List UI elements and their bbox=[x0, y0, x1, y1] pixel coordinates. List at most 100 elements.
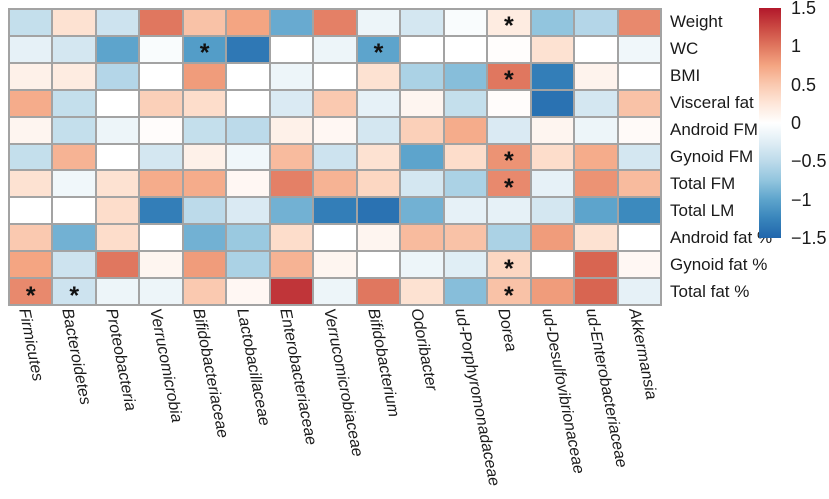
heatmap-cell bbox=[140, 279, 182, 304]
heatmap-cell bbox=[401, 171, 443, 197]
column-label: ud-Desulfovibrionaceae bbox=[538, 307, 588, 476]
row-label: Gynoid fat % bbox=[670, 255, 768, 275]
heatmap-cell: * bbox=[488, 171, 530, 200]
heatmap-cell bbox=[227, 10, 269, 35]
heatmap-cell: * bbox=[488, 144, 530, 173]
significance-asterisk: * bbox=[503, 173, 514, 202]
heatmap-cell: * bbox=[10, 279, 52, 308]
heatmap-cell bbox=[270, 198, 313, 224]
row-label: Total FM bbox=[670, 174, 736, 194]
heatmap-cell bbox=[531, 171, 574, 197]
column-label: Enterobacteriaceae bbox=[276, 307, 320, 447]
heatmap-cell bbox=[314, 10, 356, 35]
heatmap-cell bbox=[140, 225, 182, 251]
heatmap-cell bbox=[10, 10, 52, 35]
heatmap-cell bbox=[270, 10, 313, 35]
heatmap-cell bbox=[314, 144, 356, 170]
heatmap-cell bbox=[140, 36, 182, 62]
heatmap-cell: * bbox=[183, 36, 226, 66]
heatmap-cell bbox=[531, 225, 574, 251]
colorbar-tick-label: 0 bbox=[791, 113, 802, 133]
heatmap-cell bbox=[140, 198, 182, 224]
significance-asterisk: * bbox=[373, 39, 384, 68]
heatmap-cell bbox=[53, 63, 95, 89]
column-label: Akkermansia bbox=[625, 307, 660, 402]
heatmap-cell bbox=[531, 63, 574, 89]
column-label: Proteobacteria bbox=[102, 307, 139, 413]
column-label: Odoribacter bbox=[407, 307, 441, 393]
heatmap-cell bbox=[357, 198, 400, 224]
heatmap-cell bbox=[531, 144, 574, 170]
heatmap-cell bbox=[618, 63, 660, 89]
colorbar-tick-label: 1 bbox=[791, 36, 802, 57]
significance-asterisk: * bbox=[69, 281, 80, 310]
heatmap-cell bbox=[183, 117, 226, 143]
heatmap-cell bbox=[183, 63, 226, 89]
heatmap-cell bbox=[96, 171, 139, 197]
heatmap-cell: * bbox=[488, 279, 530, 308]
significance-asterisk: * bbox=[25, 281, 36, 310]
heatmap-cell bbox=[96, 279, 139, 304]
heatmap-cell bbox=[357, 171, 400, 197]
significance-asterisk: * bbox=[503, 12, 514, 41]
heatmap-cell bbox=[444, 63, 487, 89]
heatmap-cell bbox=[357, 279, 400, 304]
heatmap-cell bbox=[314, 36, 356, 62]
heatmap-cell bbox=[444, 225, 487, 251]
heatmap-cell: * bbox=[53, 279, 95, 308]
heatmap-cell: * bbox=[357, 36, 400, 66]
heatmap-cell bbox=[618, 144, 660, 170]
heatmap-cell bbox=[96, 252, 139, 278]
heatmap-cell bbox=[53, 36, 95, 62]
heatmap-cell bbox=[575, 225, 617, 251]
column-label: Firmicutes bbox=[15, 307, 46, 383]
heatmap-cell bbox=[444, 198, 487, 224]
heatmap-cell bbox=[444, 117, 487, 143]
heatmap-cell bbox=[227, 63, 269, 89]
row-label: BMI bbox=[670, 65, 701, 85]
heatmap-cell bbox=[96, 90, 139, 116]
heatmap-cell bbox=[96, 117, 139, 143]
row-label: WC bbox=[670, 38, 699, 58]
heatmap-cell: * bbox=[488, 252, 530, 281]
heatmap-cell bbox=[140, 117, 182, 143]
heatmap-cell bbox=[270, 171, 313, 197]
heatmap-cell bbox=[183, 171, 226, 197]
row-label: Total fat % bbox=[670, 282, 750, 302]
heatmap-cell bbox=[270, 63, 313, 89]
heatmap-cell bbox=[270, 117, 313, 143]
heatmap-cell bbox=[96, 225, 139, 251]
row-label: Android FM bbox=[670, 119, 758, 139]
colorbar-gradient bbox=[759, 8, 781, 238]
heatmap-cell bbox=[10, 117, 52, 143]
heatmap-cell bbox=[488, 198, 530, 224]
heatmap-cell: * bbox=[488, 63, 530, 93]
heatmap-cell bbox=[444, 252, 487, 278]
heatmap-cell bbox=[618, 279, 660, 304]
heatmap-cell bbox=[575, 279, 617, 304]
heatmap-cell bbox=[575, 36, 617, 62]
significance-asterisk: * bbox=[199, 39, 210, 68]
heatmap-cell bbox=[10, 198, 52, 224]
heatmap-cell bbox=[314, 171, 356, 197]
heatmap-cell bbox=[401, 117, 443, 143]
heatmap-cell bbox=[401, 252, 443, 278]
heatmap-cell bbox=[575, 10, 617, 35]
heatmap-cell bbox=[444, 36, 487, 62]
heatmap-cell bbox=[575, 198, 617, 224]
heatmap-cell bbox=[10, 171, 52, 197]
colorbar-tick-label: 1.5 bbox=[791, 0, 817, 18]
heatmap-cell bbox=[531, 10, 574, 35]
heatmap-cell bbox=[227, 90, 269, 116]
column-label: Bifidobacterium bbox=[363, 307, 402, 419]
row-label: Visceral fat bbox=[670, 92, 754, 112]
heatmap-cell bbox=[96, 36, 139, 62]
heatmap-cell bbox=[183, 225, 226, 251]
column-label: Dorea bbox=[494, 307, 520, 354]
heatmap-cell bbox=[270, 279, 313, 304]
heatmap-cell bbox=[314, 198, 356, 224]
heatmap-cell bbox=[53, 90, 95, 116]
heatmap-cell bbox=[183, 279, 226, 304]
heatmap-cell bbox=[96, 63, 139, 89]
